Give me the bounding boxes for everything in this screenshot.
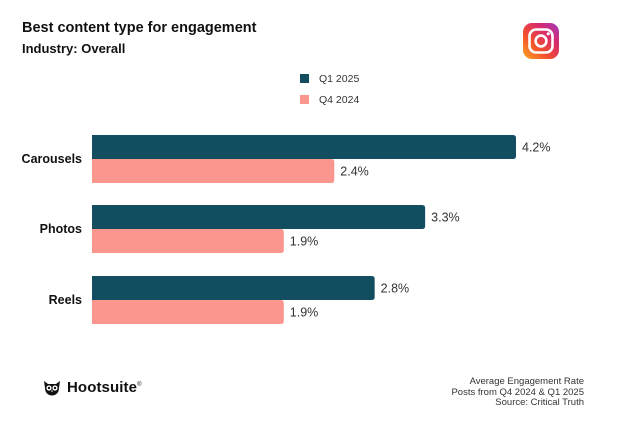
category-label-photos: Photos [40,222,82,236]
legend: Q1 2025 Q4 2024 [300,72,359,114]
bar-reels-q1-2025 [92,276,375,300]
value-label-carousels-q4-2024: 2.4% [340,165,369,179]
instagram-icon [523,23,559,59]
legend-swatch-q4-2024 [300,95,309,104]
note-metric: Average Engagement Rate [469,376,584,387]
value-label-carousels-q1-2025: 4.2% [522,141,551,155]
value-label-reels-q1-2025: 2.8% [381,282,410,296]
legend-item-q4-2024: Q4 2024 [300,93,359,106]
legend-label-q4-2024: Q4 2024 [319,93,360,106]
category-label-reels: Reels [49,293,82,307]
chart-subtitle: Industry: Overall [22,41,126,56]
brand-name: Hootsuite® [67,378,142,396]
chart-title: Best content type for engagement [22,20,257,36]
legend-item-q1-2025: Q1 2025 [300,72,359,85]
bar-carousels-q4-2024 [92,159,335,183]
note-period: Posts from Q4 2024 & Q1 2025 [451,386,584,398]
note-source: Source: Critical Truth [495,397,584,408]
chart-notes: Average Engagement Rate Posts from Q4 20… [451,376,584,409]
bar-reels-q4-2024 [92,300,284,324]
category-label-carousels: Carousels [22,152,82,166]
bar-photos-q4-2024 [92,229,284,253]
legend-swatch-q1-2025 [300,74,309,83]
bar-photos-q1-2025 [92,205,426,229]
hootsuite-logo: Hootsuite® [42,378,142,396]
bar-carousels-q1-2025 [92,135,516,159]
legend-label-q1-2025: Q1 2025 [319,72,360,85]
value-label-photos-q4-2024: 1.9% [290,235,319,249]
value-label-reels-q4-2024: 1.9% [290,306,319,320]
owl-icon [44,381,60,396]
value-label-photos-q1-2025: 3.3% [431,211,460,225]
